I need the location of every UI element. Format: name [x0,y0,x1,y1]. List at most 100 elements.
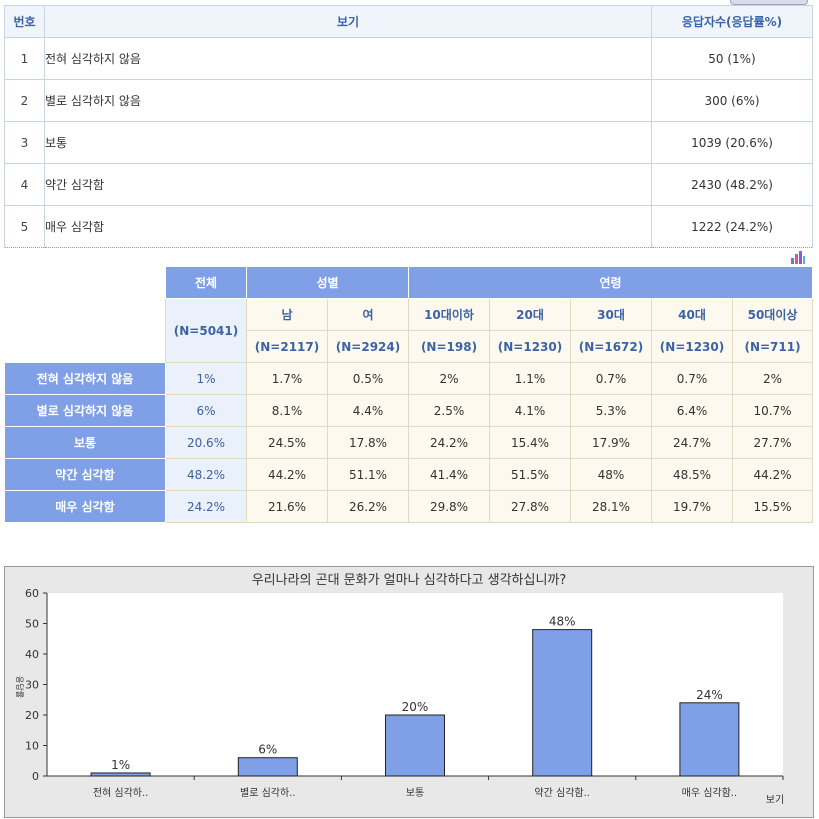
x-axis-label: 보기 [766,794,784,806]
header-total: 전체 [165,266,247,299]
row-option: 별로 심각하지 않음 [44,79,652,122]
chart-plot: 0 10 20 30 40 50 60 응답률 1% 전혀 심각하.. 6% 별로 심각하.. 20% 보… [15,587,784,806]
row-label: 보통 [4,426,166,459]
total-cell: 1% [165,362,247,395]
header-age: 연령 [407,266,814,299]
value-cell: 2% [408,362,490,395]
row-number: 1 [4,37,45,80]
table-row: 3 보통 1039 (20.6%) [4,121,813,164]
table-row: 전혀 심각하지 않음 1% 1.7% 0.5% 2% 1.1% 0.7% 0.7% 2% [4,362,814,395]
age-col-label: 50대이상 [731,298,814,331]
age-col-n: (N=711) [731,330,814,363]
age-col-label: 30대 [570,298,652,331]
header-option: 보기 [44,5,652,38]
row-response: 2430 (48.2%) [651,163,813,206]
row-option: 보통 [44,121,652,164]
total-n: (N=5041) [165,298,247,363]
y-tick-label: 30 [25,679,39,692]
total-cell: 24.2% [165,490,247,523]
tab-hint[interactable] [730,0,808,5]
value-cell: 4.4% [327,394,409,427]
gender-col-label: 여 [327,298,409,331]
table-row: 5 매우 심각함 1222 (24.2%) [4,205,813,248]
y-tick-label: 50 [25,618,39,631]
table-row: 1 전혀 심각하지 않음 50 (1%) [4,37,813,80]
x-tick-label: 매우 심각함.. [682,787,738,799]
row-label: 약간 심각함 [4,458,166,491]
value-cell: 24.2% [408,426,490,459]
value-cell: 0.7% [651,362,733,395]
row-label: 별로 심각하지 않음 [4,394,166,427]
table-row: 매우 심각함 24.2% 21.6% 26.2% 29.8% 27.8% 28.1% 19.7… [4,490,814,523]
value-cell: 15.4% [489,426,571,459]
total-cell: 20.6% [165,426,247,459]
row-response: 1222 (24.2%) [651,205,813,248]
header-response: 응답자수(응답률%) [651,5,813,38]
value-cell: 28.1% [570,490,652,523]
value-cell: 44.2% [246,458,328,491]
value-cell: 27.7% [731,426,814,459]
row-number: 3 [4,121,45,164]
value-cell: 29.8% [408,490,490,523]
row-number: 5 [4,205,45,248]
value-cell: 8.1% [246,394,328,427]
age-col-label: 40대 [651,298,733,331]
value-cell: 26.2% [327,490,409,523]
bar-data-label: 1% [111,758,130,772]
gender-col-label: 남 [246,298,328,331]
bar-data-label: 6% [258,743,277,757]
value-cell: 24.5% [246,426,328,459]
y-tick-label: 0 [32,770,39,783]
bar-chart-icon[interactable] [790,250,806,264]
y-tick-label: 40 [25,648,39,661]
row-option: 전혀 심각하지 않음 [44,37,652,80]
age-col-label: 20대 [489,298,571,331]
value-cell: 2.5% [408,394,490,427]
value-cell: 2% [731,362,814,395]
age-col-label: 10대이하 [408,298,490,331]
value-cell: 17.8% [327,426,409,459]
value-cell: 51.5% [489,458,571,491]
table-row: 별로 심각하지 않음 6% 8.1% 4.4% 2.5% 4.1% 5.3% 6.4% 10.7… [4,394,814,427]
value-cell: 24.7% [651,426,733,459]
value-cell: 19.7% [651,490,733,523]
bar-data-label: 20% [402,700,429,714]
x-tick-label: 전혀 심각하.. [93,786,149,799]
x-tick-label: 약간 심각함.. [534,787,590,799]
value-cell: 48% [570,458,652,491]
y-axis-label: 응답률 [15,676,25,698]
age-col-n: (N=1230) [489,330,571,363]
bar-data-label: 24% [696,688,723,702]
row-option: 약간 심각함 [44,163,652,206]
header-gender: 성별 [246,266,409,299]
bar [237,757,298,777]
value-cell: 48.5% [651,458,733,491]
value-cell: 4.1% [489,394,571,427]
total-cell: 48.2% [165,458,247,491]
value-cell: 21.6% [246,490,328,523]
row-label: 전혀 심각하지 않음 [4,362,166,395]
bar [679,702,740,777]
bar-chart: 우리나라의 곤대 문화가 얼마나 심각하다고 생각하십니까? 0 10 20 30 40… [4,566,814,818]
value-cell: 10.7% [731,394,814,427]
chart-title: 우리나라의 곤대 문화가 얼마나 심각하다고 생각하십니까? [251,573,567,588]
row-label: 매우 심각함 [4,490,166,523]
age-col-n: (N=198) [408,330,490,363]
value-cell: 0.5% [327,362,409,395]
bar [532,629,593,777]
value-cell: 5.3% [570,394,652,427]
value-cell: 1.7% [246,362,328,395]
row-response: 300 (6%) [651,79,813,122]
row-option: 매우 심각함 [44,205,652,248]
row-number: 4 [4,163,45,206]
value-cell: 51.1% [327,458,409,491]
table-row: 약간 심각함 48.2% 44.2% 51.1% 41.4% 51.5% 48% 48.5% 4… [4,458,814,491]
corner-blank [4,266,166,363]
value-cell: 44.2% [731,458,814,491]
value-cell: 1.1% [489,362,571,395]
age-col-n: (N=1230) [651,330,733,363]
x-tick-label: 보통 [406,787,424,799]
row-response: 50 (1%) [651,37,813,80]
gender-col-n: (N=2924) [327,330,409,363]
value-cell: 41.4% [408,458,490,491]
